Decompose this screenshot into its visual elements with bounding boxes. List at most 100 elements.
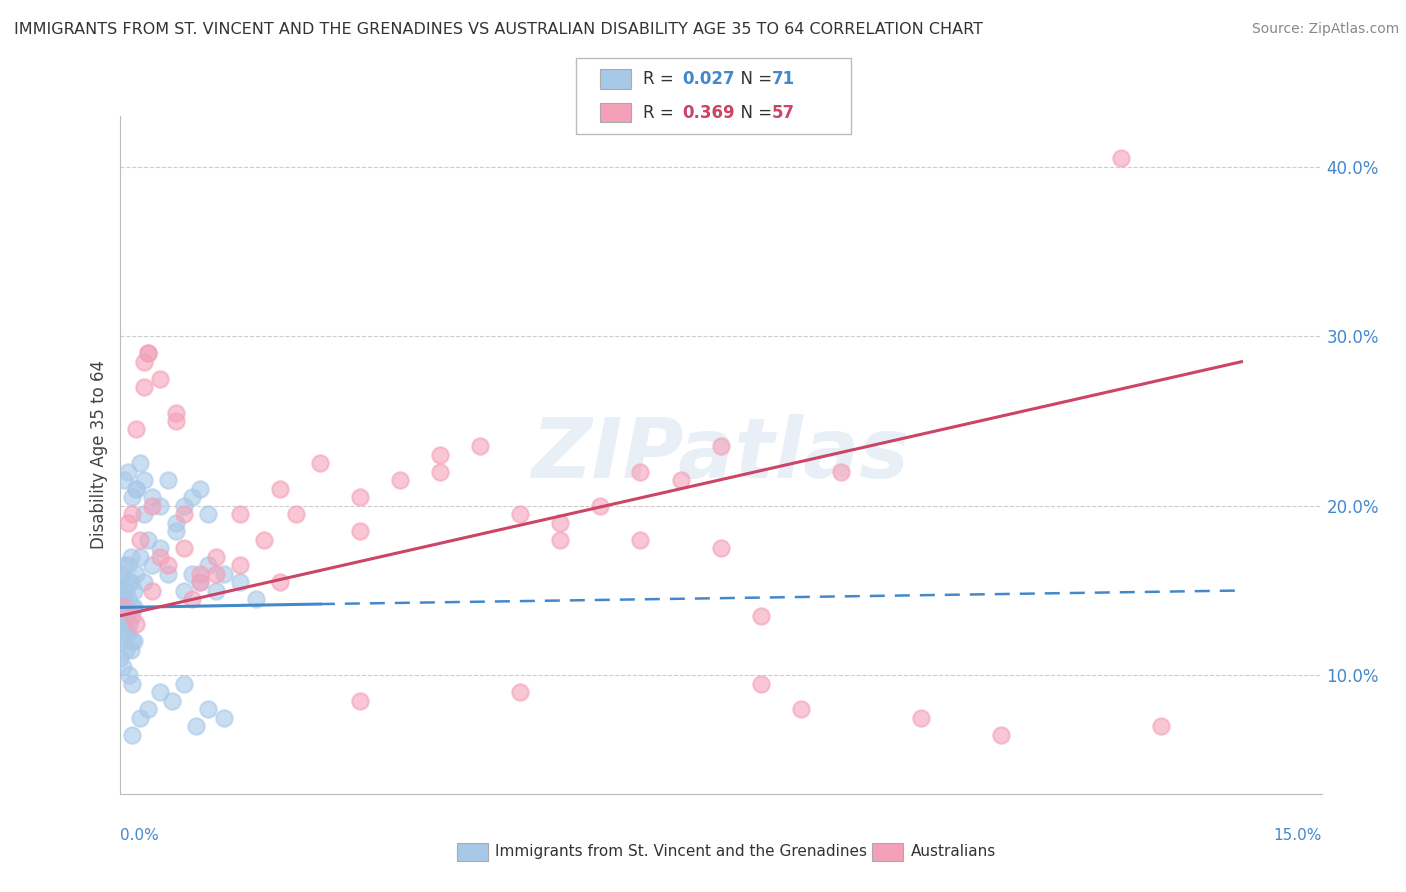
Y-axis label: Disability Age 35 to 64: Disability Age 35 to 64 <box>90 360 108 549</box>
Point <box>180 592 202 607</box>
Point <box>349 491 371 505</box>
Point <box>669 473 692 487</box>
Point <box>388 473 411 487</box>
Point <box>165 406 187 420</box>
Point <box>149 541 172 555</box>
Point <box>749 676 772 690</box>
Point <box>630 533 652 547</box>
Point <box>108 651 131 665</box>
Point <box>228 575 252 590</box>
Point <box>121 609 143 624</box>
Point <box>124 566 146 581</box>
Point <box>132 473 155 487</box>
Text: R =: R = <box>643 70 679 88</box>
Point <box>117 465 139 479</box>
Point <box>122 600 145 615</box>
Point <box>349 524 371 539</box>
Text: 0.369: 0.369 <box>682 103 734 121</box>
Point <box>197 558 219 573</box>
Point <box>118 617 141 632</box>
Point <box>112 600 135 615</box>
Point <box>245 592 267 607</box>
Point <box>990 728 1012 742</box>
Point <box>309 457 332 471</box>
Point <box>117 626 139 640</box>
Point <box>118 575 141 590</box>
Point <box>284 507 307 521</box>
Text: 71: 71 <box>772 70 794 88</box>
Point <box>141 583 163 598</box>
Point <box>212 566 235 581</box>
Text: IMMIGRANTS FROM ST. VINCENT AND THE GRENADINES VS AUSTRALIAN DISABILITY AGE 35 T: IMMIGRANTS FROM ST. VINCENT AND THE GREN… <box>14 22 983 37</box>
Point <box>180 566 202 581</box>
Point <box>173 676 195 690</box>
Point <box>110 634 132 648</box>
Point <box>141 558 163 573</box>
Text: 0.0%: 0.0% <box>120 828 159 843</box>
Point <box>188 482 211 496</box>
Point <box>149 499 172 513</box>
Point <box>269 575 291 590</box>
Point <box>149 549 172 564</box>
Point <box>115 642 138 657</box>
Point <box>709 541 731 555</box>
Point <box>188 575 211 590</box>
Point <box>110 617 132 632</box>
Point <box>149 371 172 385</box>
Point <box>349 694 371 708</box>
Point <box>470 440 492 454</box>
Text: N =: N = <box>730 70 778 88</box>
Point <box>108 575 131 590</box>
Point <box>132 380 155 394</box>
Point <box>156 558 179 573</box>
Point <box>121 507 143 521</box>
Point <box>136 346 159 360</box>
Point <box>121 634 143 648</box>
Point <box>141 499 163 513</box>
Point <box>830 465 852 479</box>
Point <box>128 457 150 471</box>
Point <box>132 575 155 590</box>
Point <box>120 575 142 590</box>
Point <box>1111 152 1133 166</box>
Point <box>112 558 135 573</box>
Point <box>548 533 571 547</box>
Point <box>749 609 772 624</box>
Point <box>180 491 202 505</box>
Point <box>269 482 291 496</box>
Point <box>118 668 141 682</box>
Point <box>112 473 135 487</box>
Point <box>1150 719 1173 733</box>
Point <box>212 710 235 724</box>
Point <box>509 507 531 521</box>
Point <box>115 583 138 598</box>
Point <box>204 583 226 598</box>
Point <box>790 702 813 716</box>
Text: N =: N = <box>730 103 778 121</box>
Point <box>111 592 134 607</box>
Text: R =: R = <box>643 103 679 121</box>
Point <box>197 507 219 521</box>
Point <box>121 676 143 690</box>
Point <box>121 600 143 615</box>
Point <box>165 516 187 530</box>
Point <box>548 516 571 530</box>
Point <box>173 541 195 555</box>
Point <box>124 482 146 496</box>
Point <box>117 516 139 530</box>
Text: 0.027: 0.027 <box>682 70 734 88</box>
Point <box>156 473 179 487</box>
Point <box>429 448 451 462</box>
Point <box>124 423 146 437</box>
Point <box>188 575 211 590</box>
Point <box>112 626 135 640</box>
Text: Immigrants from St. Vincent and the Grenadines: Immigrants from St. Vincent and the Gren… <box>495 845 868 859</box>
Text: Source: ZipAtlas.com: Source: ZipAtlas.com <box>1251 22 1399 37</box>
Point <box>132 507 155 521</box>
Point <box>173 507 195 521</box>
Point <box>509 685 531 699</box>
Point <box>228 558 252 573</box>
Text: 15.0%: 15.0% <box>1274 828 1322 843</box>
Point <box>630 465 652 479</box>
Point <box>173 499 195 513</box>
